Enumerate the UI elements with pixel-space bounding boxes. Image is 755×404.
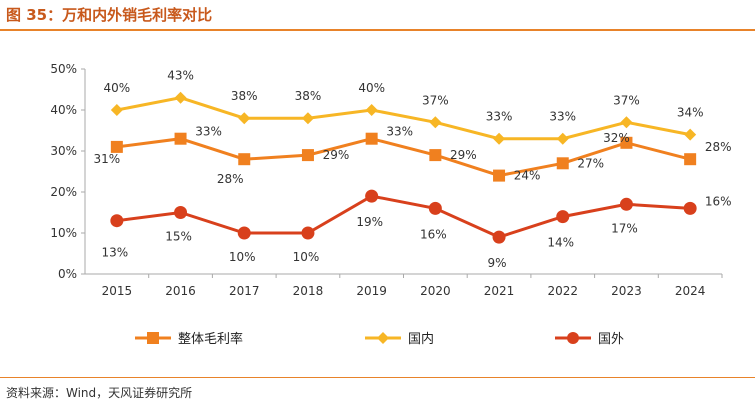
legend-label: 国外	[598, 332, 624, 347]
data-point-square	[301, 149, 314, 162]
data-label: 38%	[295, 89, 322, 103]
data-point-circle	[683, 201, 697, 215]
data-label: 14%	[547, 236, 574, 250]
data-label: 32%	[603, 131, 630, 145]
y-tick-label: 30%	[50, 144, 77, 158]
data-label: 24%	[514, 169, 541, 183]
data-point-diamond	[301, 112, 314, 125]
data-point-square	[238, 153, 251, 166]
data-label: 27%	[577, 156, 604, 170]
x-tick-label: 2018	[293, 284, 324, 298]
data-point-circle	[428, 201, 442, 215]
y-tick-label: 0%	[58, 267, 77, 281]
data-label: 40%	[104, 81, 131, 95]
data-label: 16%	[420, 227, 447, 241]
data-label: 43%	[167, 69, 194, 83]
data-label: 31%	[94, 152, 121, 166]
data-label: 33%	[386, 125, 413, 139]
data-label: 28%	[705, 140, 732, 154]
title-divider	[0, 29, 755, 31]
data-label: 19%	[356, 215, 383, 229]
data-point-square	[684, 153, 697, 166]
legend-marker	[147, 332, 159, 344]
y-tick-label: 20%	[50, 185, 77, 199]
data-point-circle	[110, 214, 124, 228]
legend-label: 整体毛利率	[178, 331, 243, 347]
data-point-circle	[556, 210, 570, 224]
data-label: 33%	[549, 110, 576, 124]
line-chart: 0% 10% 20% 30% 40% 50% 2015 2016 2017 2018 2019 202…	[50, 62, 732, 347]
data-point-circle	[365, 189, 379, 203]
y-tick-label: 50%	[50, 62, 77, 76]
x-tick-label: 2017	[229, 284, 260, 298]
data-point-square	[556, 157, 569, 170]
data-point-square	[429, 149, 442, 162]
data-label: 34%	[677, 106, 704, 120]
data-point-square	[620, 136, 633, 149]
x-tick-label: 2016	[165, 284, 196, 298]
data-label: 40%	[358, 81, 385, 95]
data-label: 15%	[165, 230, 192, 244]
data-label: 17%	[611, 221, 638, 235]
legend-label: 国内	[408, 331, 434, 347]
x-tick-label: 2022	[547, 284, 578, 298]
data-point-diamond	[493, 132, 506, 145]
y-tick-label: 40%	[50, 103, 77, 117]
data-label: 29%	[323, 148, 350, 162]
x-tick-label: 2023	[611, 284, 642, 298]
data-label: 9%	[488, 256, 507, 270]
data-label: 37%	[613, 93, 640, 107]
data-point-circle	[174, 206, 188, 219]
data-label: 33%	[486, 110, 513, 124]
data-point-diamond	[620, 116, 633, 129]
data-point-square	[493, 169, 506, 182]
data-label: 28%	[217, 172, 244, 186]
data-point-circle	[301, 226, 315, 240]
data-point-diamond	[556, 132, 569, 145]
data-label: 33%	[195, 125, 222, 139]
data-point-square	[365, 132, 378, 145]
data-point-circle	[492, 230, 506, 244]
data-point-diamond	[684, 128, 697, 141]
data-point-square	[174, 132, 187, 145]
data-label: 10%	[229, 250, 256, 264]
data-label: 38%	[231, 89, 258, 103]
data-label: 16%	[705, 194, 732, 208]
y-tick-label: 10%	[50, 226, 77, 240]
x-tick-label: 2021	[484, 284, 515, 298]
data-point-diamond	[110, 104, 123, 116]
footer-divider	[0, 377, 755, 378]
legend-marker	[567, 332, 579, 344]
series-line-1	[116, 96, 691, 141]
data-point-circle	[619, 197, 633, 211]
data-point-diamond	[429, 116, 442, 129]
legend-marker	[377, 332, 389, 344]
data-label: 29%	[450, 148, 477, 162]
series-line-0	[116, 137, 691, 178]
figure-title: 图 35：万和内外销毛利率对比	[6, 6, 213, 24]
x-tick-label: 2015	[102, 284, 133, 298]
x-tick-label: 2020	[420, 284, 451, 298]
data-point-diamond	[238, 112, 251, 125]
data-label: 13%	[102, 246, 129, 260]
data-label: 10%	[293, 250, 320, 264]
x-tick-label: 2024	[675, 284, 706, 298]
data-point-diamond	[174, 91, 187, 104]
series-line-2	[116, 194, 691, 239]
x-tick-label: 2019	[356, 284, 387, 298]
data-label: 37%	[422, 93, 449, 107]
data-point-diamond	[365, 104, 378, 116]
source-note: 资料来源：Wind，天风证券研究所	[6, 386, 193, 400]
data-point-circle	[237, 226, 251, 240]
data-point-square	[110, 140, 123, 153]
